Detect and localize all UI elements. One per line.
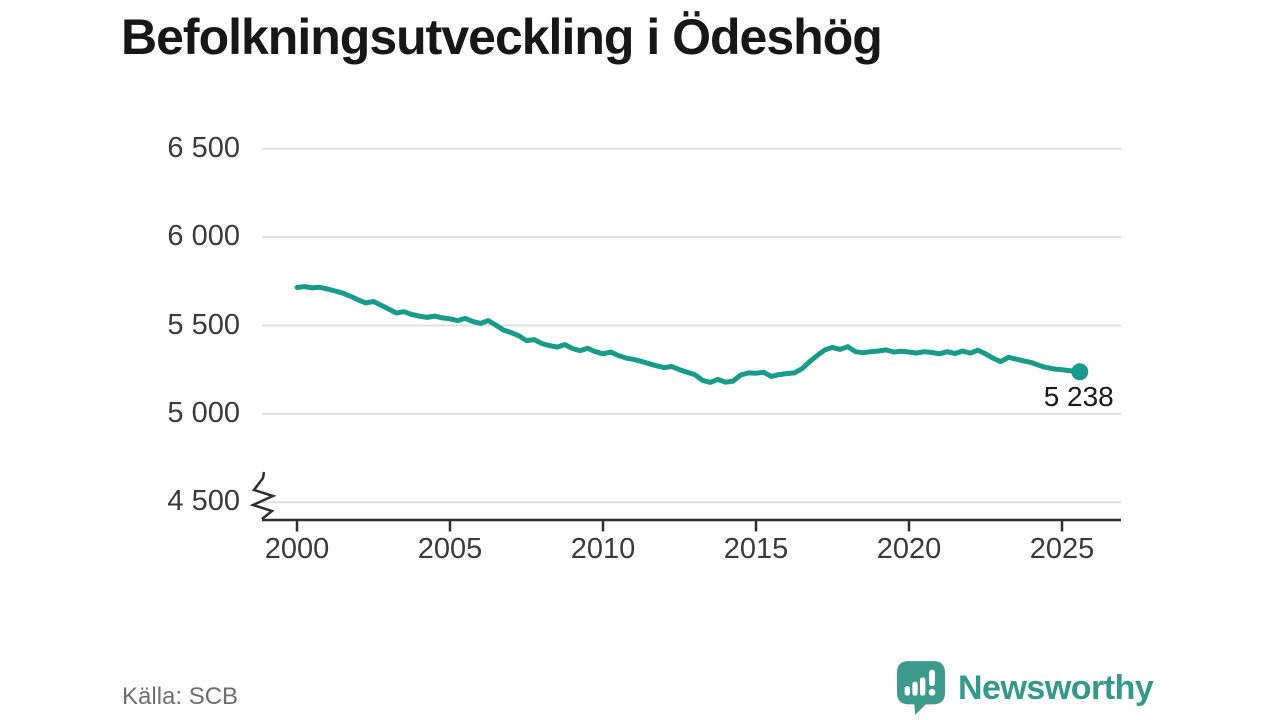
- logo-exclamation-bar: [929, 669, 935, 687]
- x-tick-label: 2000: [264, 533, 330, 565]
- logo-bar-small: [904, 686, 910, 696]
- x-tick-label: 2020: [876, 533, 942, 565]
- x-tick-label: 2015: [723, 533, 789, 565]
- page-title: Befolkningsutveckling i Ödeshög: [121, 9, 883, 65]
- latest-value-label: 5 238: [1043, 380, 1114, 412]
- newsworthy-logo-icon: [897, 661, 945, 715]
- x-tick-label: 2010: [570, 533, 636, 565]
- newsworthy-logo: Newsworthy: [897, 661, 1154, 715]
- y-tick-label: 4 500: [167, 485, 240, 518]
- y-axis-break-icon: [249, 471, 277, 520]
- x-tick-label: 2025: [1029, 533, 1095, 565]
- source-caption: Källa: SCB: [122, 683, 239, 710]
- latest-value-dot: [1071, 363, 1089, 381]
- logo-bar-tall: [920, 677, 926, 696]
- y-tick-label: 5 000: [167, 396, 240, 429]
- x-tick-label: 2005: [417, 533, 483, 565]
- y-tick-label: 5 500: [167, 308, 240, 341]
- logo-bar-medium: [912, 681, 918, 696]
- population-series-line: [294, 284, 1083, 385]
- y-tick-label: 6 500: [167, 131, 240, 164]
- newsworthy-logo-text: Newsworthy: [958, 668, 1154, 707]
- y-tick-label: 6 000: [167, 220, 240, 253]
- logo-exclamation-dot: [928, 688, 936, 696]
